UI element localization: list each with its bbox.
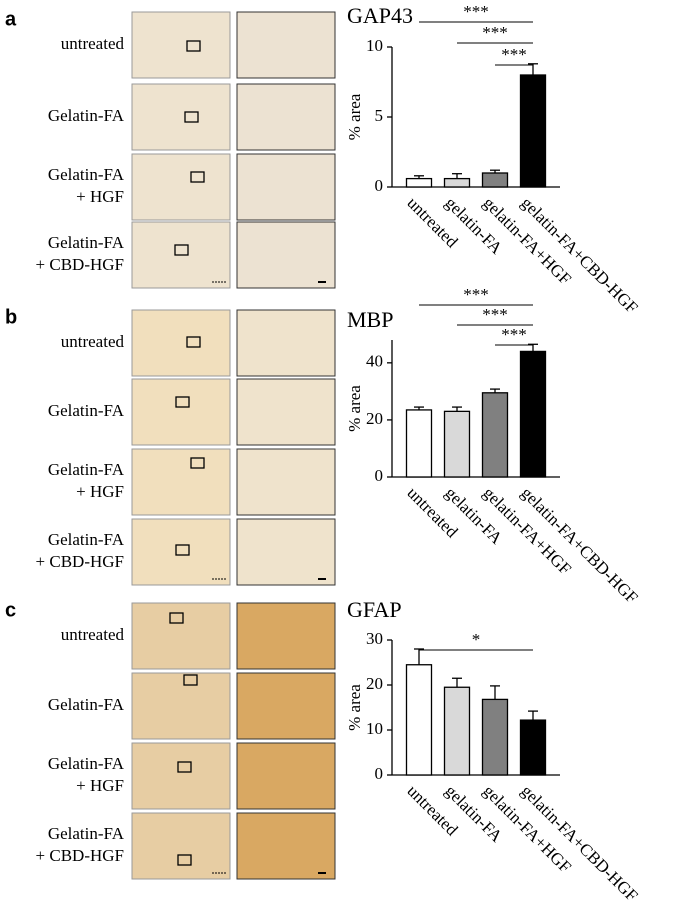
row-label: Gelatin-FA xyxy=(48,401,125,420)
zoom-image xyxy=(236,153,336,221)
zoom-image xyxy=(236,518,336,586)
zoom-image xyxy=(236,83,336,151)
row-label: + CBD-HGF xyxy=(36,552,124,571)
y-axis-label: % area xyxy=(345,385,364,432)
bar xyxy=(443,177,471,188)
inset-box xyxy=(177,854,192,866)
row-label: Gelatin-FA xyxy=(48,106,125,125)
zoom-image xyxy=(236,742,336,810)
chart-title: GFAP xyxy=(347,597,402,622)
tissue-image xyxy=(131,11,231,79)
bar xyxy=(443,686,471,776)
significance-label: *** xyxy=(463,2,489,21)
row-label: Gelatin-FA xyxy=(48,530,125,549)
row-label: Gelatin-FA xyxy=(48,695,125,714)
y-axis-label: % area xyxy=(345,93,364,140)
row-label: + CBD-HGF xyxy=(36,255,124,274)
row-label: Gelatin-FA xyxy=(48,824,125,843)
inset-box xyxy=(175,396,190,408)
panel-letter: b xyxy=(5,306,17,328)
inset-box xyxy=(175,544,190,556)
row-label: + CBD-HGF xyxy=(36,846,124,865)
chart-title: MBP xyxy=(347,307,393,332)
panel-letter: a xyxy=(5,8,17,30)
y-tick-label: 40 xyxy=(366,352,383,371)
row-label: Gelatin-FA xyxy=(48,165,125,184)
bar xyxy=(519,74,547,188)
inset-box xyxy=(169,612,184,624)
inset-box xyxy=(186,336,201,348)
y-axis-label: % area xyxy=(345,684,364,731)
y-tick-label: 20 xyxy=(366,409,383,428)
tissue-image xyxy=(131,672,231,740)
zoom-image xyxy=(236,221,336,289)
row-label: + HGF xyxy=(76,187,124,206)
inset-box xyxy=(174,244,189,256)
tissue-image xyxy=(131,83,231,151)
inset-box xyxy=(177,761,192,773)
tissue-image xyxy=(131,309,231,377)
inset-box xyxy=(184,111,199,123)
inset-box xyxy=(186,40,201,52)
zoom-image xyxy=(236,448,336,516)
panel-letter: c xyxy=(5,599,16,621)
tissue-image xyxy=(131,602,231,670)
y-tick-label: 10 xyxy=(366,719,383,738)
bar xyxy=(405,177,433,188)
y-tick-label: 10 xyxy=(366,36,383,55)
y-tick-label: 0 xyxy=(375,466,384,485)
y-tick-label: 0 xyxy=(375,176,384,195)
row-label: Gelatin-FA xyxy=(48,754,125,773)
row-label: Gelatin-FA xyxy=(48,233,125,252)
zoom-image xyxy=(236,11,336,79)
chart-title: GAP43 xyxy=(347,3,413,28)
row-label: Gelatin-FA xyxy=(48,460,125,479)
zoom-image xyxy=(236,602,336,670)
inset-box xyxy=(190,457,205,469)
tissue-image xyxy=(131,448,231,516)
y-tick-label: 30 xyxy=(366,629,383,648)
bar xyxy=(405,664,433,776)
bar xyxy=(405,409,433,478)
zoom-image xyxy=(236,672,336,740)
row-label: + HGF xyxy=(76,776,124,795)
significance-label: *** xyxy=(501,45,527,64)
zoom-image xyxy=(236,309,336,377)
significance-label: *** xyxy=(463,285,489,304)
inset-box xyxy=(183,674,198,686)
significance-label: *** xyxy=(482,305,508,324)
tissue-image xyxy=(131,812,231,880)
bar xyxy=(481,698,509,776)
row-label: + HGF xyxy=(76,482,124,501)
row-label: untreated xyxy=(61,34,125,53)
y-tick-label: 0 xyxy=(375,764,384,783)
bar xyxy=(481,172,509,188)
y-tick-label: 5 xyxy=(375,106,384,125)
tissue-image xyxy=(131,742,231,810)
row-label: untreated xyxy=(61,625,125,644)
bar xyxy=(443,410,471,478)
zoom-image xyxy=(236,378,336,446)
y-tick-label: 20 xyxy=(366,674,383,693)
bar xyxy=(519,350,547,478)
significance-label: *** xyxy=(482,23,508,42)
zoom-image xyxy=(236,812,336,880)
significance-label: *** xyxy=(501,325,527,344)
tissue-image xyxy=(131,378,231,446)
inset-box xyxy=(190,171,205,183)
tissue-image xyxy=(131,518,231,586)
significance-label: * xyxy=(472,630,481,649)
tissue-image xyxy=(131,153,231,221)
bar xyxy=(519,719,547,776)
row-label: untreated xyxy=(61,332,125,351)
bar xyxy=(481,392,509,478)
